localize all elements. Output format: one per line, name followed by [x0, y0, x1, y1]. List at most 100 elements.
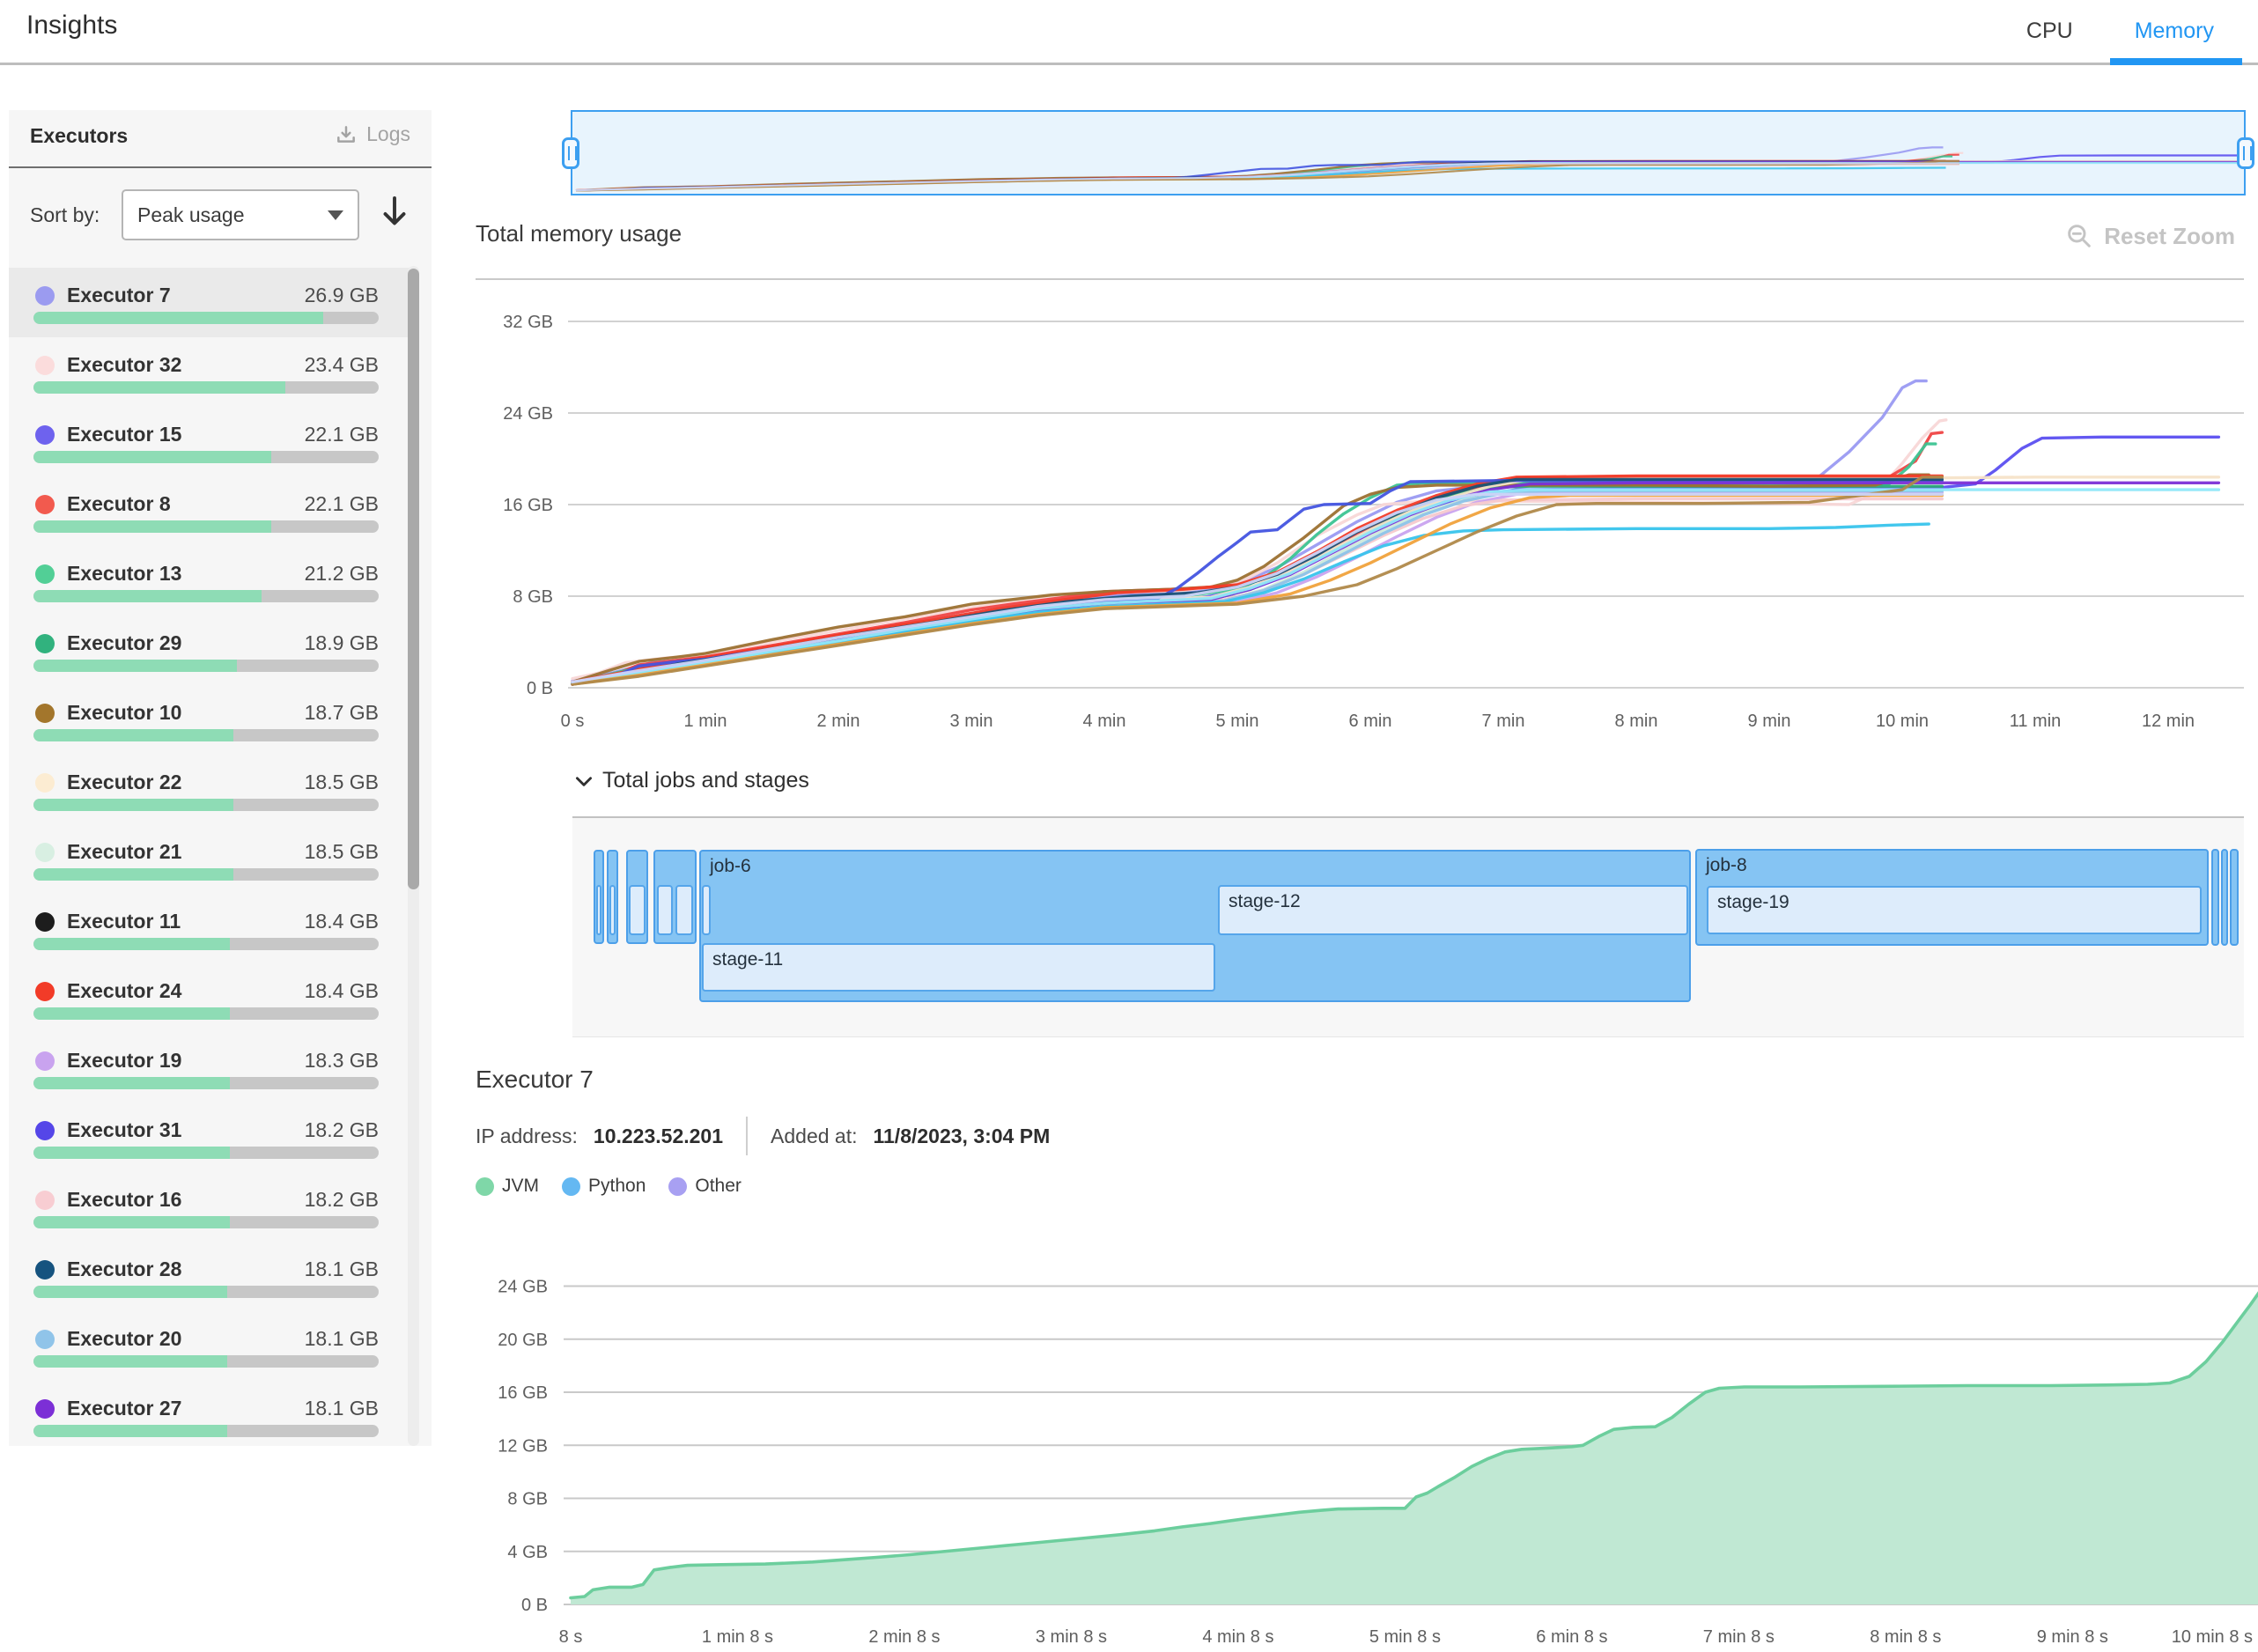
brush-handle-left[interactable] [562, 137, 579, 169]
gantt-bar-stage[interactable] [657, 885, 673, 935]
caret-down-icon [328, 210, 343, 220]
executor-name: Executor 19 [67, 1049, 182, 1072]
gantt-bar-job[interactable] [2211, 849, 2219, 946]
legend-label: Python [588, 1176, 646, 1196]
executor-peak-value: 22.1 GB [304, 423, 379, 446]
meta-divider [746, 1117, 749, 1155]
executor-list-item[interactable]: Executor 11 18.4 GB [9, 894, 416, 963]
executor-peak-value: 18.3 GB [304, 1049, 379, 1072]
executor-name: Executor 10 [67, 701, 182, 724]
executor-list-item[interactable]: Executor 28 18.1 GB [9, 1242, 416, 1311]
executor-list-item[interactable]: Executor 32 23.4 GB [9, 337, 416, 407]
executor-name: Executor 8 [67, 492, 171, 515]
executor-usage-bar [33, 1286, 379, 1298]
svg-text:4 min: 4 min [1083, 712, 1126, 731]
svg-text:9 min: 9 min [1748, 712, 1791, 731]
executor-usage-bar [33, 1425, 379, 1437]
brush-handle-right[interactable] [2237, 137, 2254, 169]
jobs-stages-title: Total jobs and stages [602, 768, 809, 793]
executor-list-item[interactable]: Executor 7 26.9 GB [9, 268, 416, 337]
gantt-bar-job[interactable] [2230, 849, 2239, 946]
executor-color-dot [35, 1121, 55, 1140]
sort-select[interactable]: Peak usage [122, 189, 359, 240]
grip-icon [2243, 146, 2252, 160]
svg-text:2 min 8 s: 2 min 8 s [868, 1627, 940, 1647]
reset-zoom-button[interactable]: Reset Zoom [2065, 222, 2235, 250]
gantt-bar-stage[interactable] [675, 885, 693, 935]
legend-item-python: Python [562, 1176, 646, 1197]
svg-text:20 GB: 20 GB [498, 1331, 548, 1350]
executor-peak-value: 18.1 GB [304, 1327, 379, 1350]
executor-peak-value: 18.1 GB [304, 1397, 379, 1420]
svg-text:7 min 8 s: 7 min 8 s [1703, 1627, 1775, 1647]
executor-name: Executor 13 [67, 562, 182, 585]
gantt-bar-job[interactable] [2221, 849, 2228, 946]
executor-name: Executor 24 [67, 979, 182, 1002]
tab-memory[interactable]: Memory [2134, 18, 2214, 43]
executor-list-item[interactable]: Executor 19 18.3 GB [9, 1033, 416, 1103]
logs-button[interactable]: Logs [335, 122, 410, 146]
legend-color-dot [476, 1176, 494, 1196]
executor-list-item[interactable]: Executor 15 22.1 GB [9, 407, 416, 476]
svg-text:3 min: 3 min [950, 712, 993, 731]
executor-usage-bar [33, 1147, 379, 1159]
executor-usage-bar [33, 520, 379, 533]
svg-text:6 min 8 s: 6 min 8 s [1536, 1627, 1607, 1647]
executor-list-item[interactable]: Executor 10 18.7 GB [9, 685, 416, 755]
chart-section-divider [476, 278, 2244, 280]
svg-text:10 min 8 s: 10 min 8 s [2172, 1627, 2253, 1647]
svg-text:8 GB: 8 GB [507, 1490, 548, 1509]
tab-cpu[interactable]: CPU [2026, 18, 2073, 43]
executor-list-item[interactable]: Executor 20 18.1 GB [9, 1311, 416, 1381]
timeline-brush[interactable] [571, 110, 2246, 195]
gantt-bar-stage[interactable] [596, 885, 601, 935]
executor-name: Executor 28 [67, 1257, 182, 1280]
executor-usage-bar-fill [33, 660, 238, 672]
ip-address-label: IP address: [476, 1124, 578, 1147]
svg-text:8 s: 8 s [559, 1627, 583, 1647]
executor-list-item[interactable]: Executor 31 18.2 GB [9, 1103, 416, 1172]
executor-list-item[interactable]: Executor 27 18.1 GB [9, 1381, 416, 1446]
executor-usage-bar [33, 1216, 379, 1228]
executor-peak-value: 18.5 GB [304, 840, 379, 863]
jobs-stages-toggle[interactable]: Total jobs and stages [572, 768, 809, 793]
executor-list-item[interactable]: Executor 29 18.9 GB [9, 616, 416, 685]
executor-peak-value: 18.2 GB [304, 1118, 379, 1141]
legend-color-dot [668, 1176, 688, 1196]
executor-usage-bar [33, 1077, 379, 1089]
svg-text:0 B: 0 B [527, 679, 553, 698]
executor-list-item[interactable]: Executor 13 21.2 GB [9, 546, 416, 616]
svg-text:5 min: 5 min [1216, 712, 1259, 731]
executor-list-scrollbar-thumb[interactable] [408, 269, 419, 889]
executor-usage-bar-fill [33, 590, 262, 602]
executor-usage-bar-fill [33, 312, 324, 324]
executor-list-item[interactable]: Executor 8 22.1 GB [9, 476, 416, 546]
executor-usage-bar [33, 381, 379, 394]
svg-text:12 min: 12 min [2142, 712, 2195, 731]
executor-peak-value: 18.9 GB [304, 631, 379, 654]
svg-text:24 GB: 24 GB [498, 1278, 548, 1297]
executor-list-item[interactable]: Executor 24 18.4 GB [9, 963, 416, 1033]
gantt-bar-stage[interactable] [702, 885, 711, 935]
executor-color-dot [35, 912, 55, 932]
executor-usage-bar-fill [33, 868, 234, 881]
executor-color-dot [35, 1330, 55, 1349]
executor-memory-chart[interactable]: 24 GB 20 GB 16 GB 12 GB 8 GB 4 GB 0 B 8 s 1 min … [476, 1255, 2258, 1652]
executor-usage-bar [33, 590, 379, 602]
gantt-bar-stage-11[interactable]: stage-11 [702, 943, 1215, 992]
sort-direction-button[interactable] [379, 193, 410, 230]
executor-peak-value: 23.4 GB [304, 353, 379, 376]
executor-usage-bar [33, 451, 379, 463]
gantt-bar-stage-19[interactable]: stage-19 [1707, 886, 2202, 934]
executor-list-item[interactable]: Executor 21 18.5 GB [9, 824, 416, 894]
total-memory-chart[interactable]: 32 GB 24 GB 16 GB 8 GB 0 B 0 s 1 min 2 min 3 min… [476, 291, 2258, 735]
executor-name: Executor 21 [67, 840, 182, 863]
legend-color-dot [562, 1176, 580, 1196]
executor-usage-bar-fill [33, 799, 234, 811]
gantt-bar-stage[interactable] [609, 885, 616, 935]
gantt-bar-stage[interactable] [629, 885, 646, 935]
svg-text:3 min 8 s: 3 min 8 s [1036, 1627, 1107, 1647]
gantt-bar-stage-12[interactable]: stage-12 [1218, 885, 1688, 935]
executor-list-item[interactable]: Executor 22 18.5 GB [9, 755, 416, 824]
executor-list-item[interactable]: Executor 16 18.2 GB [9, 1172, 416, 1242]
